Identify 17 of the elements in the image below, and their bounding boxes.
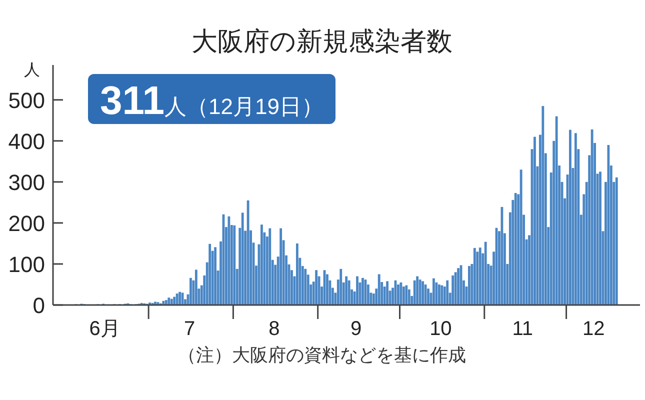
annotation: 311人（12月19日） (100, 79, 324, 123)
y-tick-label: 100 (8, 252, 45, 277)
x-tick-label: 9 (350, 318, 362, 340)
x-tick-label: 12 (582, 318, 605, 340)
y-tick-label: 200 (8, 210, 45, 236)
text: （注）大阪府の資料などを基に作成 (178, 345, 466, 365)
x-tick-label: 10 (430, 318, 452, 340)
x-tick-label: 8 (268, 318, 280, 340)
chart-title: 大阪府の新規感染者数 (192, 26, 452, 56)
x-tick-label: 6月 (89, 318, 120, 340)
x-tick-label: 11 (512, 318, 533, 340)
y-tick-label: 500 (8, 88, 45, 113)
y-axis-title: 人 (24, 62, 40, 79)
x-tick-label: 7 (184, 318, 196, 340)
y-tick-label: 400 (8, 128, 45, 154)
y-tick-label: 300 (8, 170, 45, 195)
y-tick-label: 0 (32, 293, 45, 318)
